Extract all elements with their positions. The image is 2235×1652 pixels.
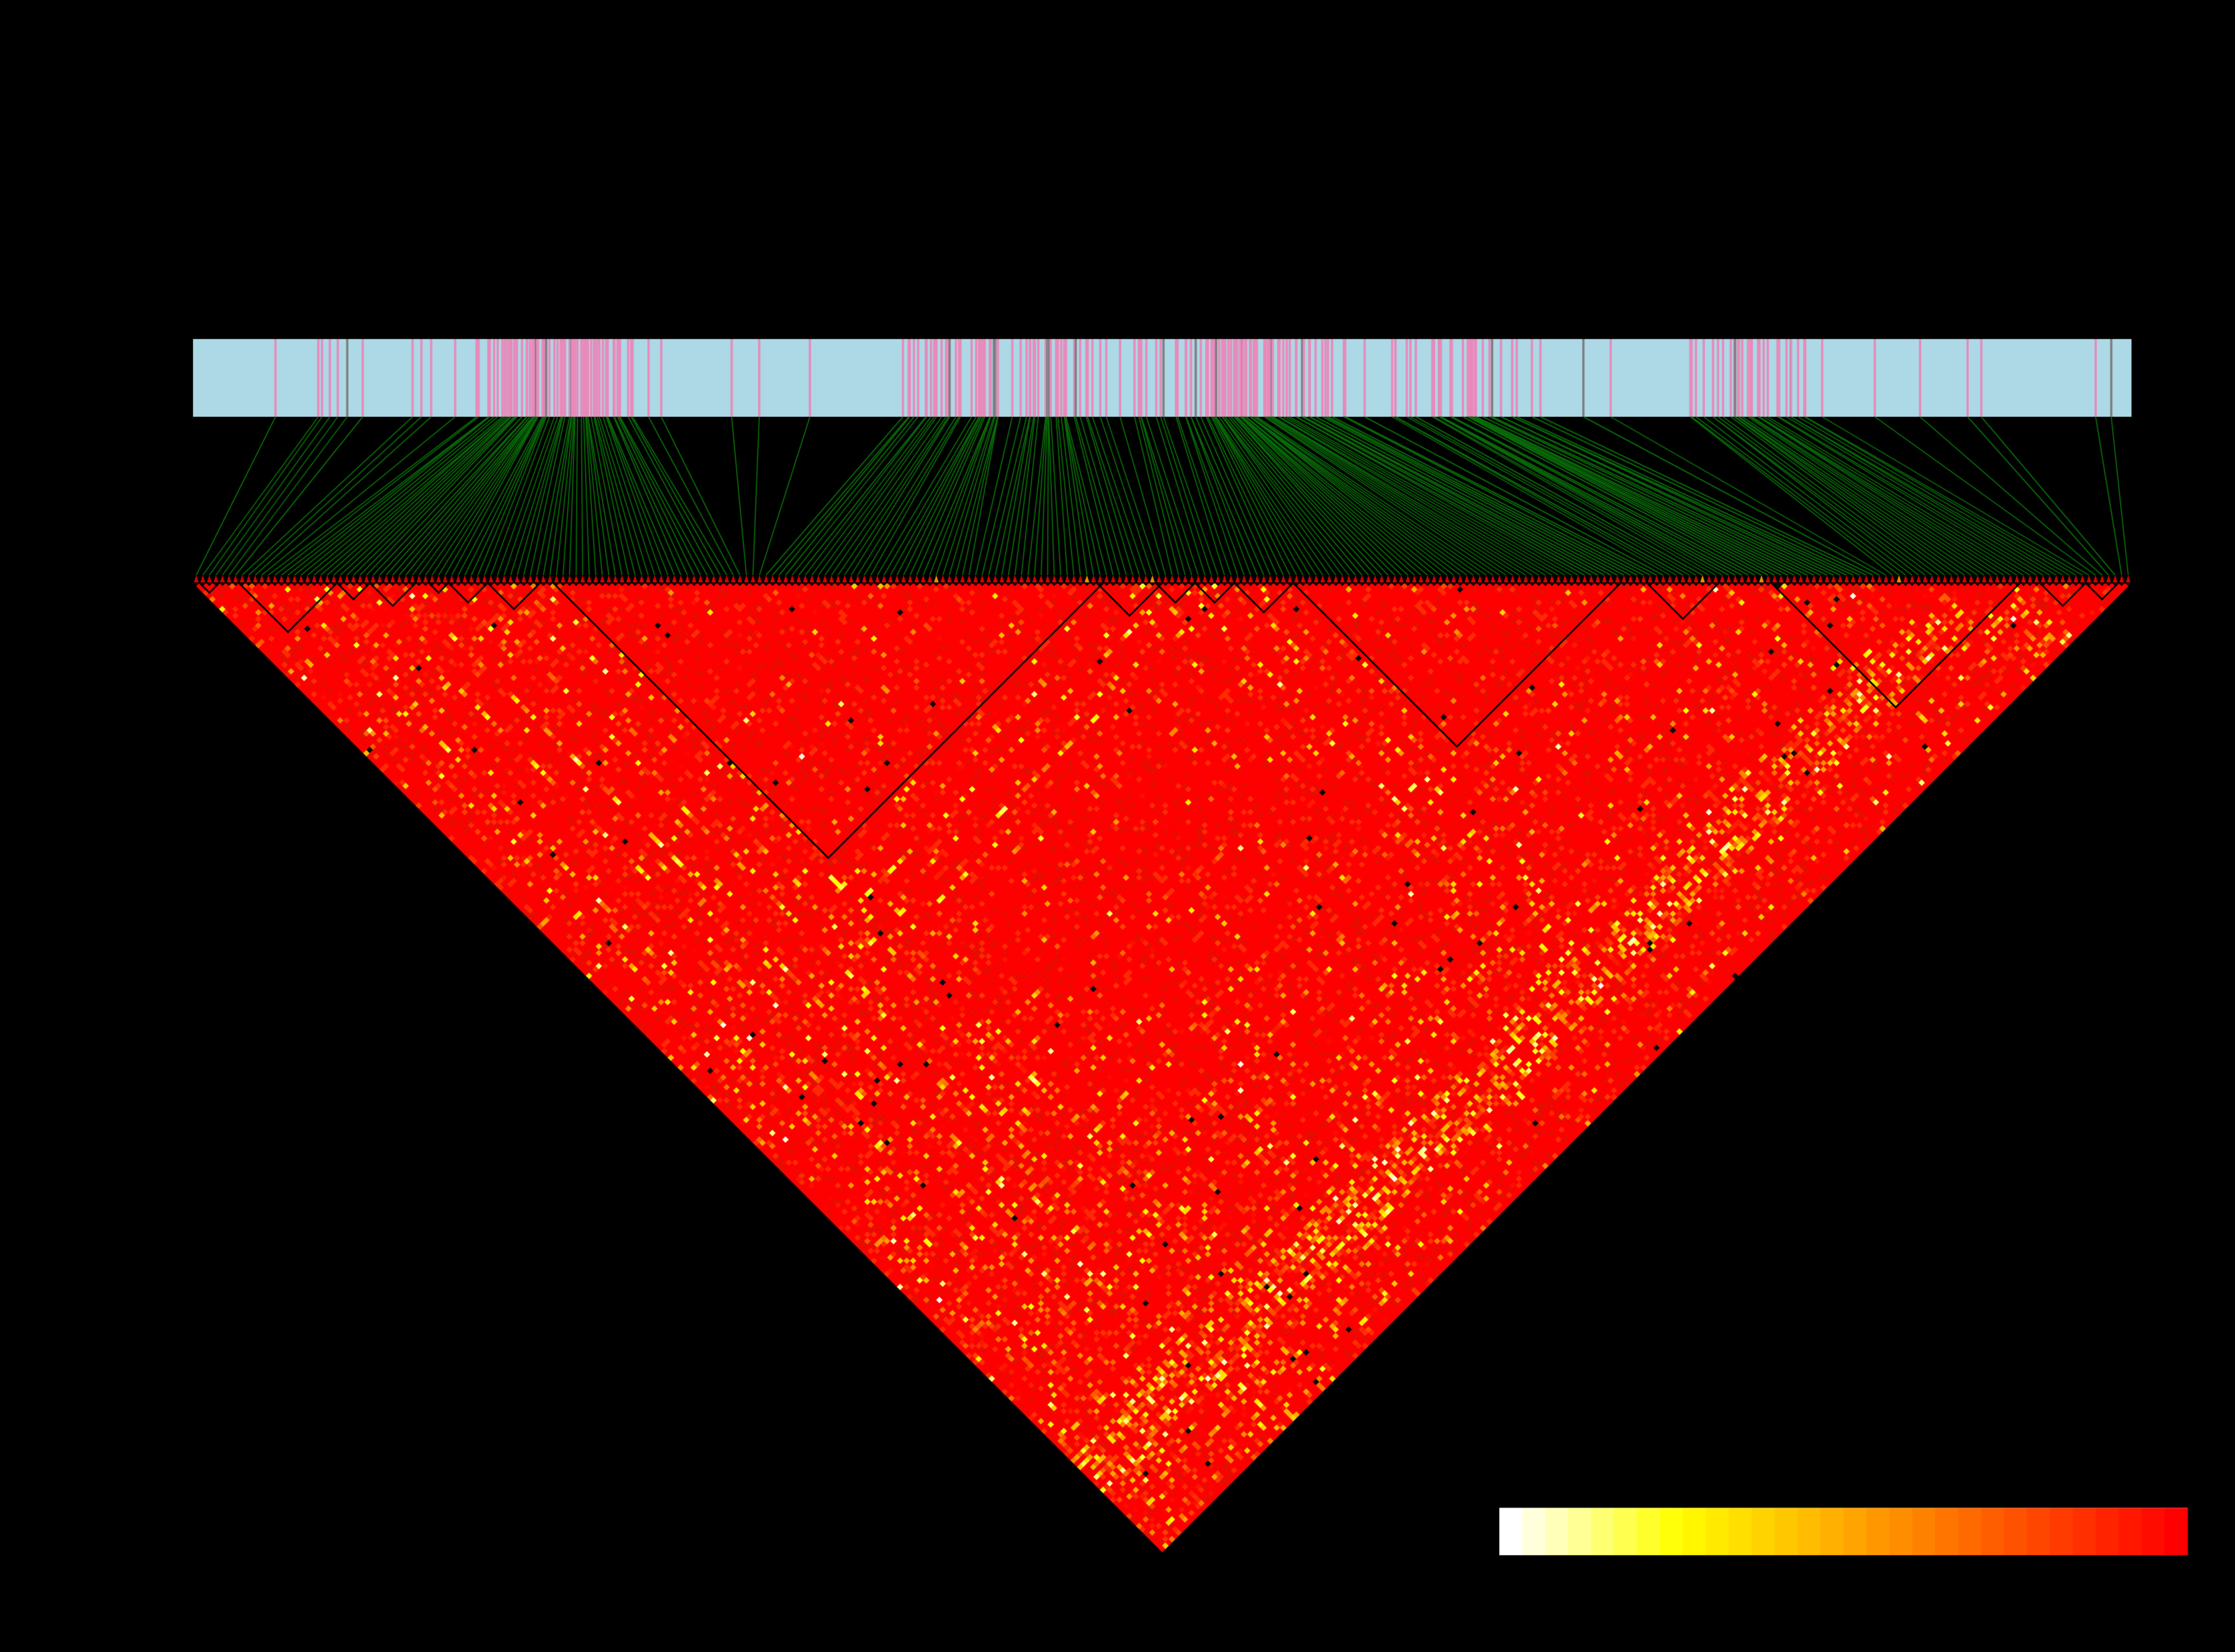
ld-plot-figure <box>0 0 2235 1652</box>
ld-heatmap-canvas <box>0 0 2235 1652</box>
